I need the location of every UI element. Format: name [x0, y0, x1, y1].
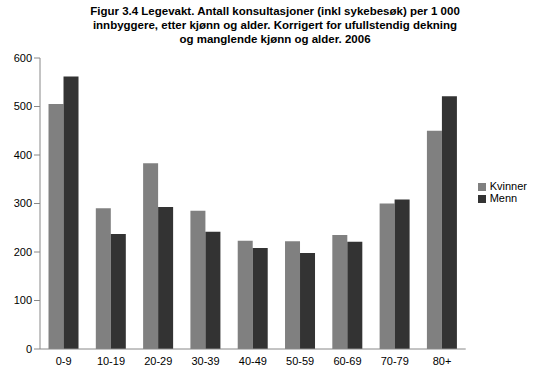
svg-text:50-59: 50-59 [286, 355, 314, 367]
svg-text:80+: 80+ [433, 355, 452, 367]
svg-text:20-29: 20-29 [144, 355, 172, 367]
html-text:Menn: Menn [489, 191, 518, 204]
html-text:Figur 3.4 Legevakt. Antall kon: Figur 3.4 Legevakt. Antall konsultasjone… [90, 5, 460, 45]
html-text:Kvinner: Kvinner [489, 179, 527, 192]
svg-text:100: 100 [14, 294, 32, 306]
svg-text:70-79: 70-79 [381, 355, 409, 367]
svg-text:10-19: 10-19 [97, 355, 125, 367]
svg-text:200: 200 [14, 246, 32, 258]
svg-text:300: 300 [14, 197, 32, 209]
svg-text:600: 600 [14, 52, 32, 64]
svg-text:500: 500 [14, 100, 32, 112]
svg-text:0-9: 0-9 [56, 355, 72, 367]
svg-text:400: 400 [14, 149, 32, 161]
svg-text:30-39: 30-39 [191, 355, 219, 367]
svg-text:60-69: 60-69 [333, 355, 361, 367]
svg-text:0: 0 [26, 343, 32, 355]
svg-text:40-49: 40-49 [239, 355, 267, 367]
